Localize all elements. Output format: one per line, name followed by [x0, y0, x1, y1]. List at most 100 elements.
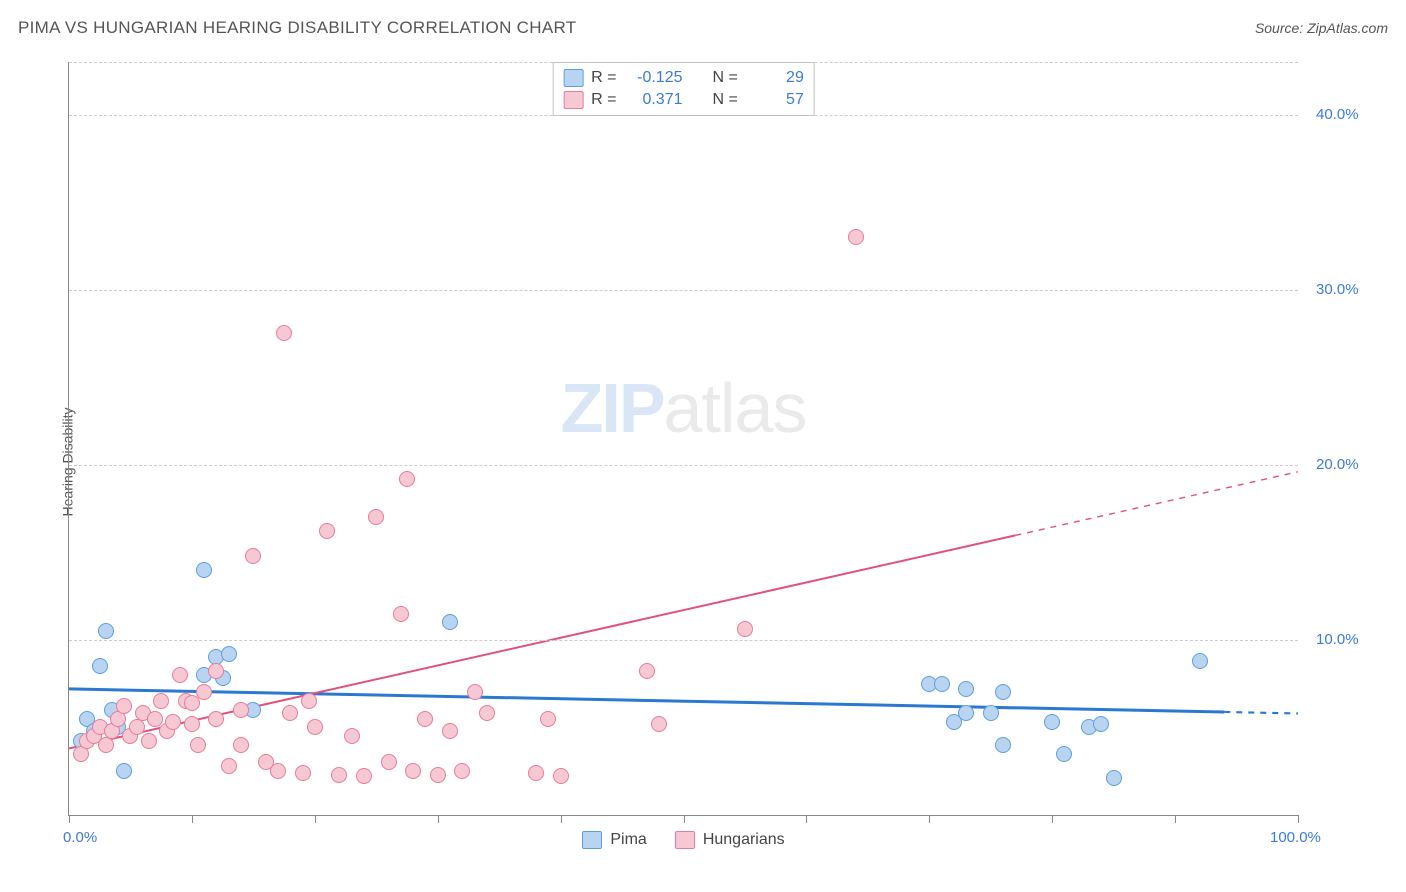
data-point-hungarians — [282, 705, 298, 721]
y-tick-label: 40.0% — [1316, 106, 1359, 123]
data-point-pima — [1192, 653, 1208, 669]
y-tick-label: 30.0% — [1316, 281, 1359, 298]
legend-label-pima: Pima — [610, 831, 646, 849]
gridline — [69, 640, 1298, 641]
n-label: N = — [713, 69, 738, 87]
data-point-pima — [1044, 714, 1060, 730]
data-point-hungarians — [165, 714, 181, 730]
data-point-hungarians — [356, 768, 372, 784]
n-label: N = — [713, 91, 738, 109]
x-tick — [561, 815, 562, 823]
x-tick — [1052, 815, 1053, 823]
data-point-hungarians — [129, 719, 145, 735]
data-point-hungarians — [233, 702, 249, 718]
data-point-hungarians — [270, 763, 286, 779]
r-label: R = — [591, 91, 616, 109]
data-point-hungarians — [381, 754, 397, 770]
data-point-hungarians — [153, 693, 169, 709]
data-point-pima — [1106, 770, 1122, 786]
pima-n-value: 29 — [746, 69, 804, 87]
data-point-hungarians — [454, 763, 470, 779]
data-point-pima — [995, 737, 1011, 753]
data-point-pima — [995, 684, 1011, 700]
hung-r-value: 0.371 — [625, 91, 683, 109]
x-tick — [438, 815, 439, 823]
plot-area: ZIPatlas R = -0.125 N = 29 R = 0.371 N =… — [68, 62, 1298, 816]
x-tick — [69, 815, 70, 823]
data-point-pima — [1056, 746, 1072, 762]
x-tick-label: 100.0% — [1270, 829, 1321, 846]
data-point-hungarians — [553, 768, 569, 784]
stats-row-hungarians: R = 0.371 N = 57 — [563, 89, 804, 111]
data-point-hungarians — [737, 621, 753, 637]
swatch-pima — [563, 69, 583, 87]
data-point-hungarians — [172, 667, 188, 683]
regression-extrapolation-pima — [1224, 712, 1298, 713]
swatch-hungarians — [563, 91, 583, 109]
r-label: R = — [591, 69, 616, 87]
y-tick-label: 20.0% — [1316, 456, 1359, 473]
x-tick — [684, 815, 685, 823]
stats-legend-box: R = -0.125 N = 29 R = 0.371 N = 57 — [552, 62, 815, 116]
data-point-hungarians — [528, 765, 544, 781]
x-tick-label: 0.0% — [63, 829, 97, 846]
data-point-hungarians — [301, 693, 317, 709]
data-point-hungarians — [208, 711, 224, 727]
x-tick — [192, 815, 193, 823]
data-point-hungarians — [208, 663, 224, 679]
data-point-hungarians — [141, 733, 157, 749]
regression-extrapolation-hungarians — [1015, 472, 1298, 536]
source-attribution: Source: ZipAtlas.com — [1255, 20, 1388, 36]
stats-row-pima: R = -0.125 N = 29 — [563, 67, 804, 89]
data-point-hungarians — [467, 684, 483, 700]
data-point-hungarians — [184, 716, 200, 732]
data-point-hungarians — [245, 548, 261, 564]
chart-container: Hearing Disability ZIPatlas R = -0.125 N… — [18, 50, 1388, 874]
data-point-hungarians — [405, 763, 421, 779]
data-point-hungarians — [307, 719, 323, 735]
swatch-pima — [582, 831, 602, 849]
data-point-hungarians — [116, 698, 132, 714]
data-point-hungarians — [430, 767, 446, 783]
data-point-hungarians — [639, 663, 655, 679]
data-point-hungarians — [442, 723, 458, 739]
legend-item-pima: Pima — [582, 831, 646, 849]
gridline — [69, 290, 1298, 291]
y-tick-label: 10.0% — [1316, 631, 1359, 648]
data-point-hungarians — [233, 737, 249, 753]
data-point-pima — [983, 705, 999, 721]
data-point-pima — [196, 562, 212, 578]
legend-item-hungarians: Hungarians — [675, 831, 785, 849]
data-point-hungarians — [184, 695, 200, 711]
data-point-hungarians — [221, 758, 237, 774]
gridline — [69, 465, 1298, 466]
x-tick — [929, 815, 930, 823]
data-point-hungarians — [393, 606, 409, 622]
data-point-hungarians — [295, 765, 311, 781]
data-point-pima — [116, 763, 132, 779]
data-point-pima — [442, 614, 458, 630]
data-point-hungarians — [417, 711, 433, 727]
x-tick — [1298, 815, 1299, 823]
data-point-hungarians — [331, 767, 347, 783]
swatch-hungarians — [675, 831, 695, 849]
chart-title: PIMA VS HUNGARIAN HEARING DISABILITY COR… — [18, 18, 576, 38]
data-point-hungarians — [399, 471, 415, 487]
legend-label-hungarians: Hungarians — [703, 831, 785, 849]
data-point-hungarians — [147, 711, 163, 727]
bottom-legend: Pima Hungarians — [69, 831, 1298, 849]
data-point-pima — [98, 623, 114, 639]
data-point-hungarians — [848, 229, 864, 245]
x-tick — [1175, 815, 1176, 823]
data-point-hungarians — [344, 728, 360, 744]
x-tick — [806, 815, 807, 823]
data-point-hungarians — [479, 705, 495, 721]
data-point-hungarians — [190, 737, 206, 753]
data-point-hungarians — [276, 325, 292, 341]
data-point-hungarians — [368, 509, 384, 525]
x-tick — [315, 815, 316, 823]
data-point-pima — [958, 681, 974, 697]
data-point-hungarians — [540, 711, 556, 727]
pima-r-value: -0.125 — [625, 69, 683, 87]
data-point-hungarians — [98, 737, 114, 753]
